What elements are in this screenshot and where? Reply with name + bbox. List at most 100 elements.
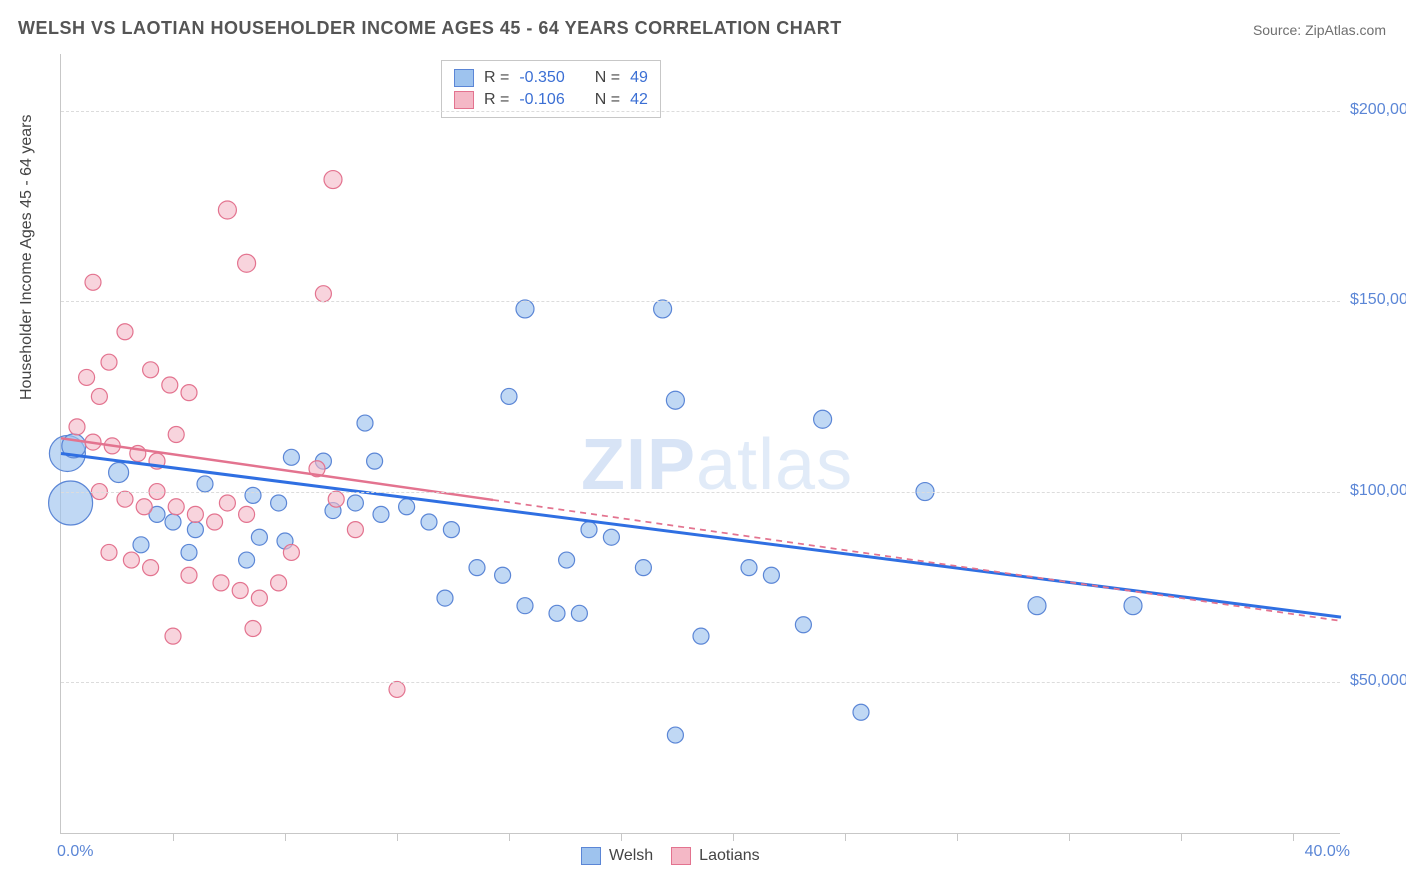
chart-title: WELSH VS LAOTIAN HOUSEHOLDER INCOME AGES… [18,18,842,39]
data-point [213,575,229,591]
data-point [143,362,159,378]
data-point [501,388,517,404]
data-point [373,506,389,522]
data-point [101,354,117,370]
data-point [271,575,287,591]
data-point [218,201,236,219]
data-point [117,324,133,340]
data-point [495,567,511,583]
swatch-laotians [671,847,691,865]
legend-label-laotians: Laotians [699,847,760,865]
legend-row-welsh: R = -0.350 N = 49 [454,67,648,89]
legend-r-value-welsh: -0.350 [519,69,564,87]
data-point [347,522,363,538]
x-end-label: 40.0% [1305,843,1350,861]
data-point [109,463,129,483]
legend-label-welsh: Welsh [609,847,653,865]
data-point [181,544,197,560]
data-point [219,495,235,511]
gridline [61,111,1340,112]
y-tick-label: $150,000 [1350,291,1406,309]
plot-area: ZIPatlas R = -0.350 N = 49 R = -0.106 N … [60,54,1340,834]
data-point [559,552,575,568]
data-point [667,727,683,743]
legend-r-label: R = [484,69,509,87]
y-tick-label: $200,000 [1350,101,1406,119]
legend-item-laotians: Laotians [671,847,760,865]
scatter-svg [61,54,1341,834]
y-tick-label: $100,000 [1350,482,1406,500]
gridline [61,492,1340,493]
x-tick [733,833,734,841]
x-tick [1069,833,1070,841]
data-point [1124,597,1142,615]
data-point [357,415,373,431]
data-point [181,567,197,583]
data-point [187,522,203,538]
swatch-welsh [581,847,601,865]
gridline [61,301,1340,302]
data-point [251,590,267,606]
data-point [197,476,213,492]
x-tick [397,833,398,841]
x-origin-label: 0.0% [57,843,93,861]
data-point [165,628,181,644]
legend-r-value-laotians: -0.106 [519,91,564,109]
data-point [399,499,415,515]
data-point [165,514,181,530]
data-point [162,377,178,393]
data-point [245,487,261,503]
data-point [239,552,255,568]
data-point [181,385,197,401]
legend-n-value-welsh: 49 [630,69,648,87]
data-point [324,171,342,189]
data-point [49,481,93,525]
data-point [85,274,101,290]
data-point [117,491,133,507]
x-tick [845,833,846,841]
data-point [437,590,453,606]
data-point [443,522,459,538]
data-point [853,704,869,720]
x-tick [957,833,958,841]
x-tick [173,833,174,841]
data-point [91,388,107,404]
x-tick [621,833,622,841]
data-point [1028,597,1046,615]
data-point [238,254,256,272]
data-point [347,495,363,511]
data-point [136,499,152,515]
data-point [245,621,261,637]
data-point [187,506,203,522]
data-point [69,419,85,435]
data-point [367,453,383,469]
y-tick-label: $50,000 [1350,672,1406,690]
data-point [168,499,184,515]
data-point [516,300,534,318]
data-point [795,617,811,633]
data-point [421,514,437,530]
data-point [283,544,299,560]
data-point [603,529,619,545]
data-point [635,560,651,576]
data-point [741,560,757,576]
data-point [271,495,287,511]
data-point [283,449,299,465]
data-point [666,391,684,409]
correlation-legend: R = -0.350 N = 49 R = -0.106 N = 42 [441,60,661,118]
data-point [571,605,587,621]
data-point [143,560,159,576]
data-point [133,537,149,553]
data-point [693,628,709,644]
data-point [654,300,672,318]
data-point [389,681,405,697]
data-point [251,529,267,545]
data-point [232,582,248,598]
data-point [814,410,832,428]
trend-line-dashed [493,500,1341,621]
legend-r-label: R = [484,91,509,109]
data-point [79,369,95,385]
data-point [328,491,344,507]
data-point [549,605,565,621]
data-point [517,598,533,614]
